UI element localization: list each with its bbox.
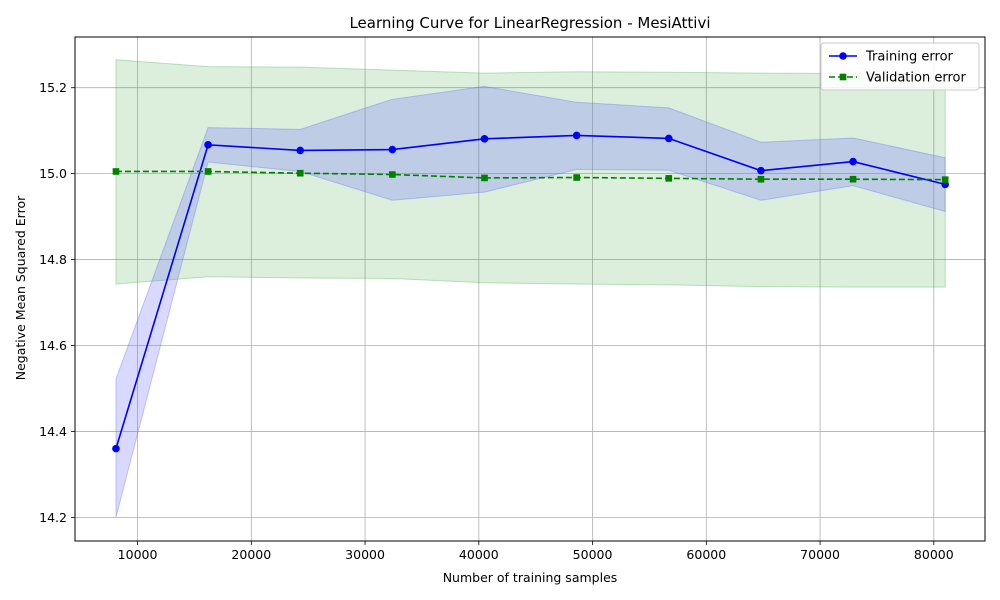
y-axis-ticks: 14.2 14.4 14.6 14.8 15.0 15.2 bbox=[39, 80, 75, 525]
training-error-line bbox=[115, 134, 946, 449]
validation-error-line bbox=[115, 170, 946, 181]
y-tick-label: 14.2 bbox=[39, 510, 67, 525]
training-error-point bbox=[480, 135, 489, 143]
validation-error-point bbox=[296, 169, 304, 177]
y-tick-label: 14.4 bbox=[39, 424, 67, 439]
validation-error-band bbox=[115, 59, 946, 288]
training-error-point bbox=[757, 166, 765, 175]
validation-error-point bbox=[112, 168, 120, 175]
training-error-point bbox=[204, 141, 212, 149]
validation-error-point bbox=[941, 176, 949, 183]
x-tick-label: 70000 bbox=[800, 547, 840, 562]
training-error-point bbox=[388, 145, 397, 154]
training-error-point bbox=[112, 444, 120, 453]
training-error-point bbox=[296, 146, 305, 155]
validation-error-point bbox=[481, 174, 488, 182]
x-tick-label: 20000 bbox=[231, 547, 271, 562]
x-tick-label: 80000 bbox=[914, 547, 954, 562]
validation-error-point bbox=[573, 174, 580, 181]
validation-error-point bbox=[757, 175, 765, 183]
x-axis-ticks: 10000 20000 30000 40000 50000 60000 70000 80000 bbox=[118, 541, 954, 562]
training-error-band bbox=[115, 85, 946, 518]
training-error-point bbox=[664, 134, 673, 143]
legend-training-marker bbox=[839, 52, 847, 60]
x-axis-label: Number of training samples bbox=[443, 570, 618, 585]
legend-validation-label: Validation error bbox=[866, 71, 966, 86]
training-error-point bbox=[572, 131, 581, 140]
validation-error-point bbox=[389, 171, 396, 178]
y-tick-label: 15.0 bbox=[39, 166, 67, 181]
y-tick-label: 14.6 bbox=[39, 338, 67, 353]
training-error-point bbox=[849, 157, 857, 166]
x-tick-label: 10000 bbox=[118, 547, 158, 562]
x-tick-label: 60000 bbox=[686, 547, 726, 562]
validation-error-point bbox=[204, 168, 212, 175]
legend-training-label: Training error bbox=[865, 50, 954, 65]
validation-error-point bbox=[849, 175, 857, 183]
validation-error-point bbox=[665, 175, 673, 182]
legend-validation-marker bbox=[839, 73, 847, 81]
y-tick-label: 15.2 bbox=[39, 80, 67, 95]
legend: Training error Validation error bbox=[820, 42, 980, 91]
legend-box bbox=[820, 42, 980, 91]
chart-title: Learning Curve for LinearRegression - Me… bbox=[349, 14, 710, 32]
y-axis-label: Negative Mean Squared Error bbox=[13, 195, 28, 380]
y-tick-label: 14.8 bbox=[39, 252, 67, 267]
error-bands bbox=[115, 59, 946, 518]
x-tick-label: 30000 bbox=[345, 547, 385, 562]
series-lines bbox=[112, 131, 949, 453]
x-tick-label: 50000 bbox=[573, 547, 613, 562]
plot-area-frame bbox=[74, 36, 986, 542]
x-tick-label: 40000 bbox=[459, 547, 499, 562]
